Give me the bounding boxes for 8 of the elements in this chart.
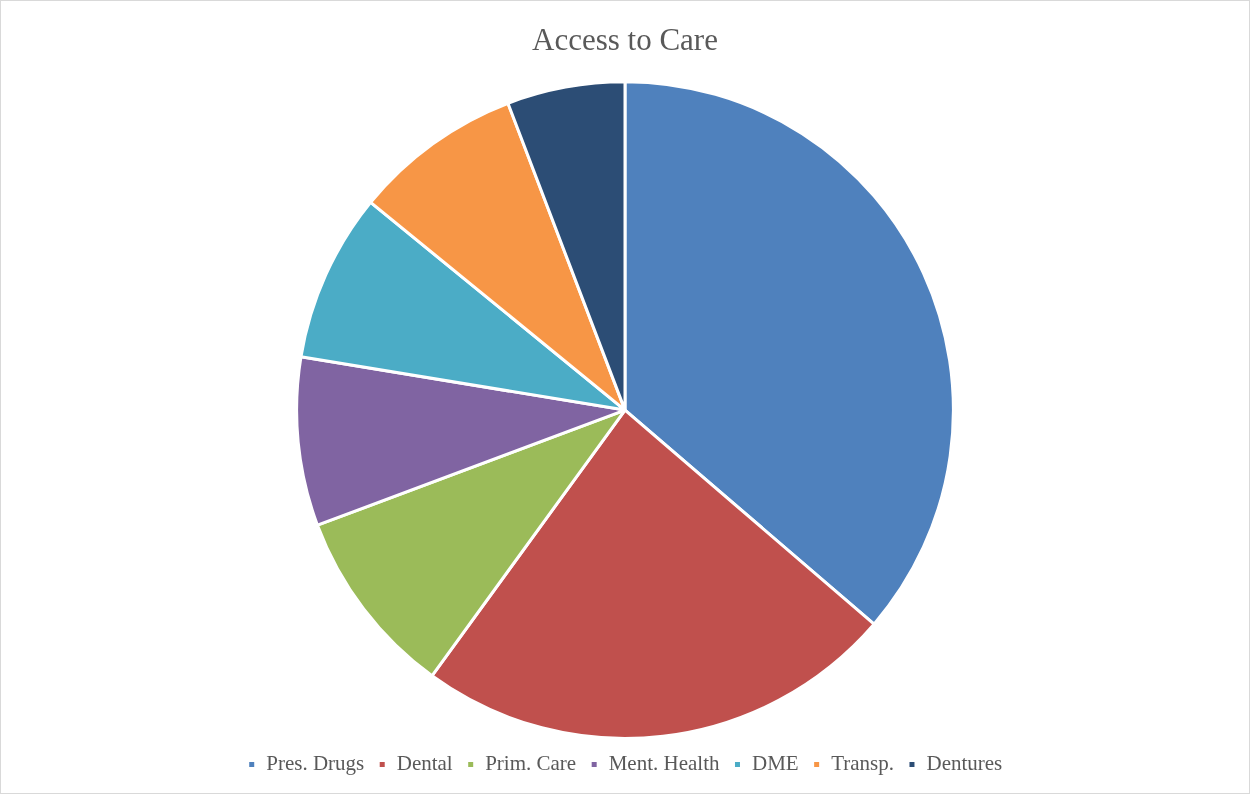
- legend-label: Pres. Drugs: [266, 751, 365, 776]
- legend-label: Transp.: [831, 751, 894, 776]
- legend-label: DME: [751, 751, 799, 776]
- chart-title: Access to Care: [532, 21, 718, 57]
- legend-label: Dental: [396, 751, 453, 776]
- legend-label: Prim. Care: [485, 751, 577, 776]
- legend-label: Dentures: [926, 751, 1003, 776]
- legend-label: Ment. Health: [608, 751, 720, 776]
